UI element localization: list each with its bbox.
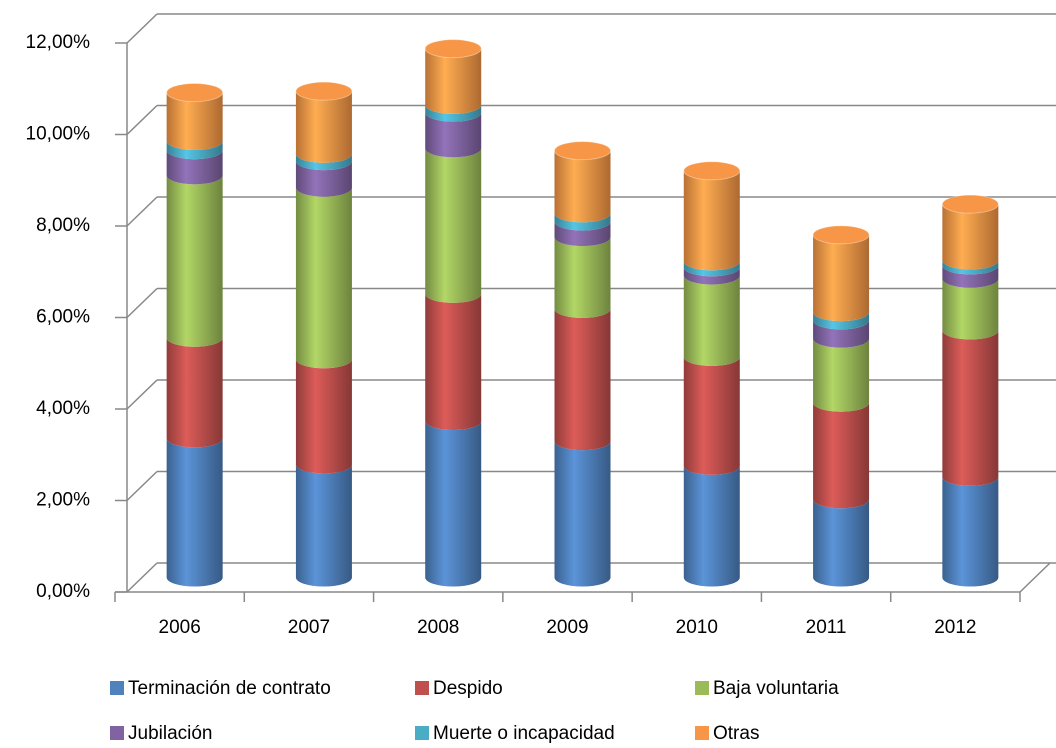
cylinder-segment <box>295 161 352 197</box>
cylinder-segment <box>295 359 352 474</box>
y-tick-label: 6,00% <box>36 307 90 328</box>
y-tick-label: 2,00% <box>36 490 90 511</box>
cylinder-segment <box>813 499 870 587</box>
cylinder-segment <box>554 150 611 223</box>
cylinder-top <box>941 194 999 214</box>
x-tick-label: 2011 <box>806 617 847 638</box>
floor-right <box>1019 562 1051 593</box>
legend-swatch <box>695 726 709 740</box>
cylinder-segment <box>942 476 999 587</box>
cylinder-segment <box>554 441 611 587</box>
y-tick-label: 8,00% <box>36 215 90 236</box>
cylinder-segment <box>942 278 999 340</box>
cylinder-top <box>683 161 741 181</box>
cylinder-segment <box>166 175 223 347</box>
cylinder-segment <box>683 170 740 271</box>
cylinder-segment <box>942 204 999 270</box>
cylinder-segment <box>554 213 611 231</box>
y-tick-label: 10,00% <box>26 124 91 145</box>
cylinder-segment <box>813 402 870 509</box>
legend-label: Terminación de contrato <box>128 678 331 699</box>
cylinder-segment <box>683 356 740 475</box>
cylinder-segment <box>942 260 999 275</box>
grid-diagonal <box>126 562 158 593</box>
x-tick-label: 2012 <box>934 617 976 638</box>
cylinder-segment <box>554 237 611 318</box>
cylinder-segment <box>166 337 223 448</box>
legend-label: Baja voluntaria <box>713 678 839 699</box>
cylinder-segment <box>942 265 999 288</box>
cylinder-segment <box>425 48 482 114</box>
cylinder-segment <box>554 221 611 247</box>
cylinder-segment <box>166 150 223 185</box>
cylinder-segment <box>295 464 352 587</box>
legend-label: Muerte o incapacidad <box>433 723 615 744</box>
grid-diagonal <box>126 470 158 502</box>
cylinder-segment <box>425 293 482 431</box>
cylinder-segment <box>425 104 482 122</box>
legend-swatch <box>110 726 124 740</box>
x-tick-label: 2009 <box>546 617 588 638</box>
cylinder-segment <box>425 112 482 158</box>
cylinder-segment <box>683 267 740 285</box>
cylinder-top <box>424 39 482 59</box>
cylinder-segment <box>295 153 352 171</box>
grid-diagonal <box>126 13 158 44</box>
cylinder-segment <box>295 187 352 369</box>
cylinder-segment <box>166 141 223 160</box>
cylinder-top <box>554 141 611 161</box>
legend-label: Jubilación <box>128 723 213 744</box>
cylinder-segment <box>683 465 740 587</box>
grid-diagonal <box>126 379 158 410</box>
x-tick-label: 2006 <box>159 617 201 638</box>
legend-swatch <box>695 681 709 695</box>
legend-swatch <box>415 726 429 740</box>
grid-diagonal <box>126 287 158 319</box>
x-tick-label: 2008 <box>417 617 459 638</box>
cylinder-segment <box>813 320 870 348</box>
cylinder-segment <box>813 338 870 412</box>
y-tick-label: 0,00% <box>36 581 90 602</box>
cylinder-segment <box>554 308 611 451</box>
legend-label: Otras <box>713 723 759 744</box>
cylinder-segment <box>425 421 482 587</box>
cylinder-segment <box>295 91 352 163</box>
legend-swatch <box>415 681 429 695</box>
legend-swatch <box>110 681 124 695</box>
y-tick-label: 12,00% <box>26 32 91 53</box>
cylinder-segment <box>683 261 740 277</box>
y-tick-label: 4,00% <box>36 398 90 419</box>
cylinder-segment <box>942 330 999 486</box>
cylinder-segment <box>683 275 740 366</box>
cylinder-top <box>295 81 353 101</box>
grid-diagonal <box>126 196 158 227</box>
cylinder-segment <box>813 312 870 330</box>
cylinder-top <box>166 83 224 103</box>
cylinder-segment <box>425 148 482 303</box>
grid-diagonal <box>126 104 158 136</box>
cylinder-segment <box>166 92 223 151</box>
cylinder-top <box>812 225 870 245</box>
legend-label: Despido <box>433 678 503 699</box>
x-tick-label: 2007 <box>288 617 330 638</box>
x-tick-label: 2010 <box>676 617 718 638</box>
cylinder-segment <box>813 234 870 322</box>
cylinder-segment <box>166 438 223 587</box>
